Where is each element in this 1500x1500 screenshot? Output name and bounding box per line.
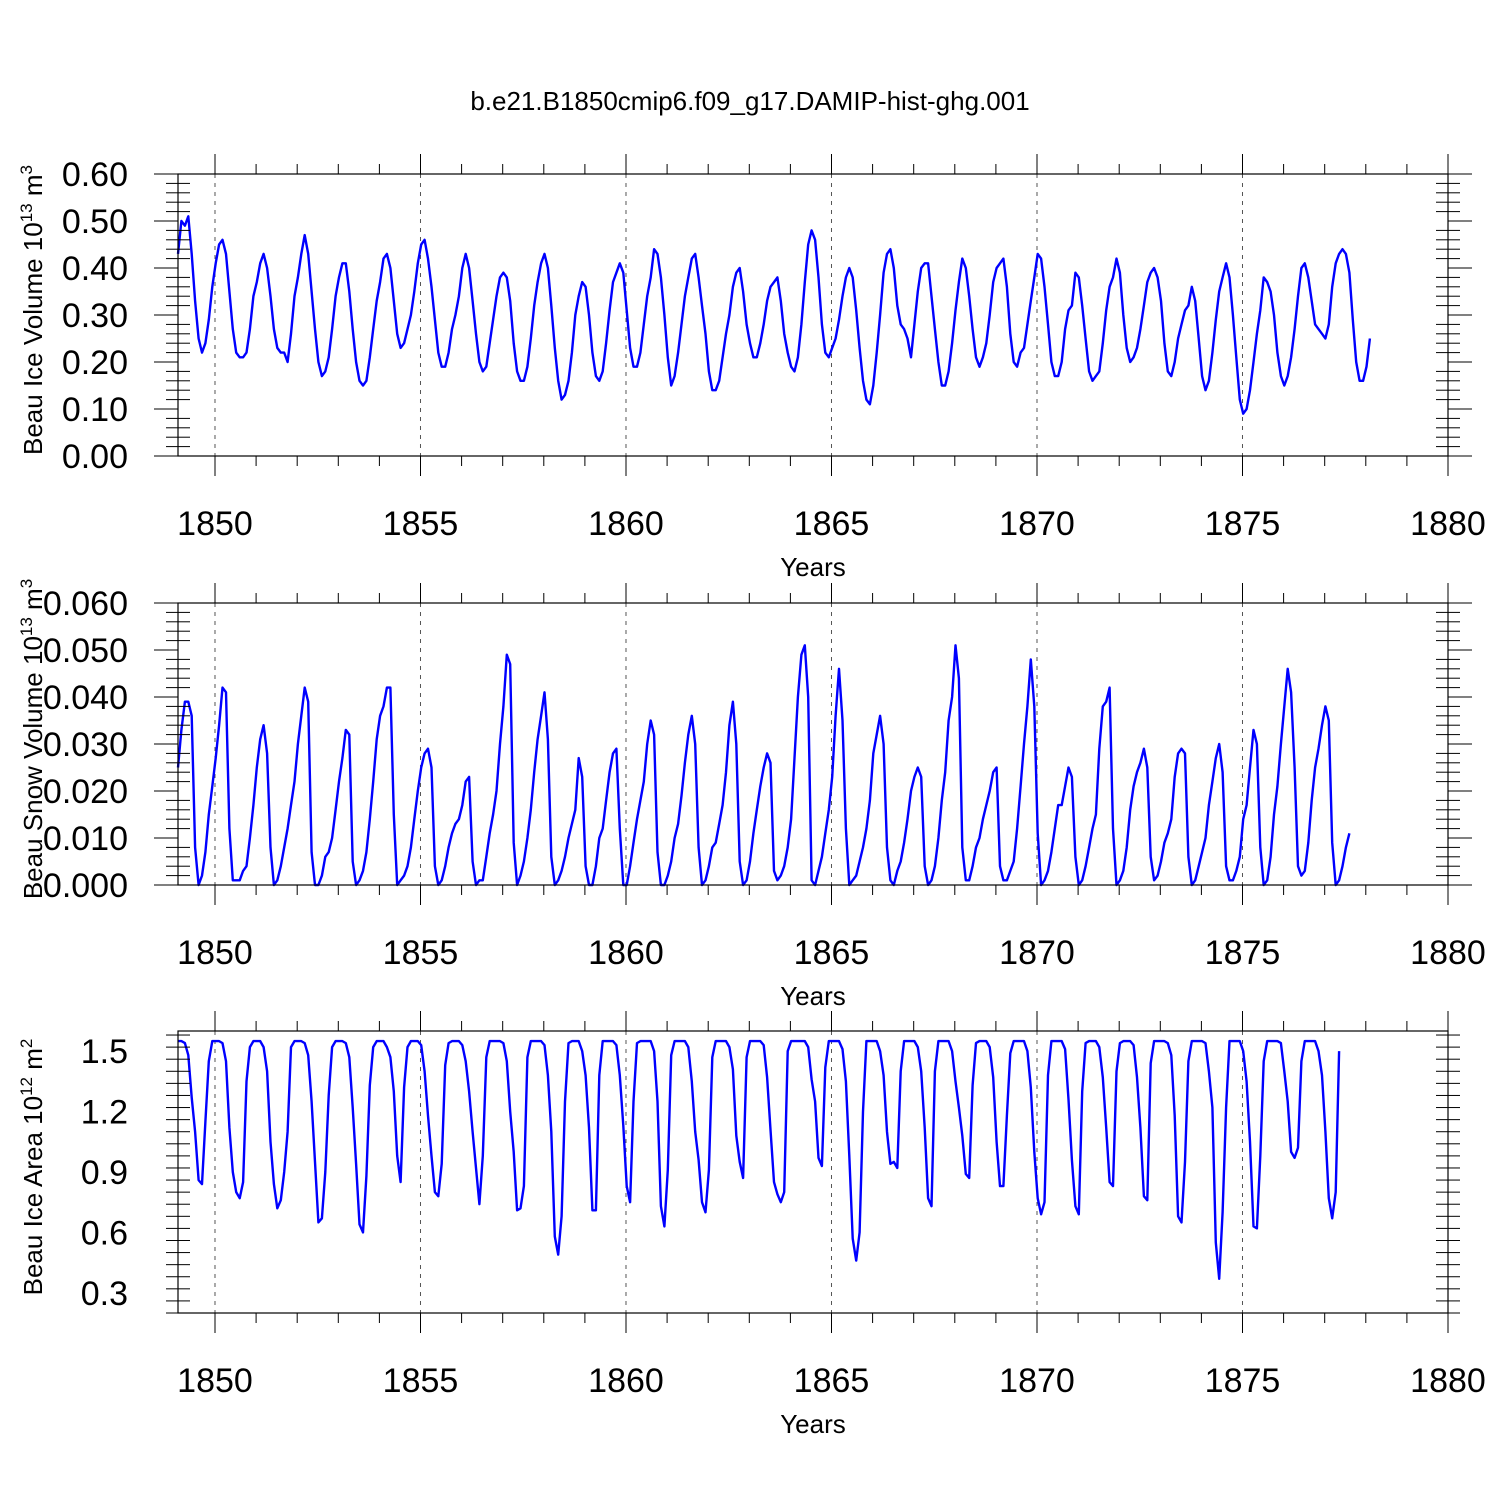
y-tick-label: 0.40 [62, 250, 128, 288]
plot-frame [177, 173, 1449, 457]
x-axis-label: Years [780, 1409, 846, 1439]
y-axis-label-part: Beau Snow Volume 10 [18, 636, 48, 899]
series-line-beau-snow-volume [176, 644, 1351, 887]
x-tick-label: 1880 [1410, 505, 1486, 543]
y-axis-label-part: Beau Ice Volume 10 [18, 222, 48, 455]
x-tick-label: 1855 [383, 934, 459, 972]
y-axis-label-part: m [18, 588, 48, 617]
y-axis-label-part: m [18, 174, 48, 203]
y-tick-label: 0.30 [62, 297, 128, 335]
panel-1: 1850 1855 1860 1865 1870 1875 1880 0.00 0.10 0.20… [17, 154, 1486, 582]
x-tick-label: 1865 [794, 1362, 870, 1400]
x-tick-label: 1860 [588, 505, 664, 543]
y-tick-label: 0.6 [81, 1214, 128, 1252]
x-tick-label: 1850 [177, 505, 253, 543]
y-tick-label: 0.3 [81, 1275, 128, 1313]
x-tick-label: 1860 [588, 1362, 664, 1400]
y-axis-label-superscript: 12 [17, 1077, 36, 1096]
y-tick-label: 0.60 [62, 156, 128, 194]
y-axis-label: Beau Snow Volume 1013 m3 [17, 579, 48, 899]
x-tick-label: 1855 [383, 1362, 459, 1400]
x-tick-label: 1875 [1205, 1362, 1281, 1400]
y-axis-label-superscript: 13 [17, 617, 36, 636]
y-axis-label: Beau Ice Area 1012 m2 [17, 1039, 48, 1296]
x-tick-label: 1850 [177, 934, 253, 972]
y-axis-label-part: m [18, 1048, 48, 1077]
x-axis-label: Years [780, 552, 846, 582]
y-tick-label: 0.040 [43, 679, 128, 717]
series-line-beau-ice-volume [176, 215, 1372, 415]
x-tick-label: 1875 [1205, 505, 1281, 543]
y-tick-label: 0.50 [62, 203, 128, 241]
y-tick-label: 0.020 [43, 773, 128, 811]
x-tick-label: 1870 [999, 1362, 1075, 1400]
plot-frame [177, 1030, 1449, 1314]
y-axis-label-part: Beau Ice Area 10 [18, 1096, 48, 1295]
panel-3: 1850 1855 1860 1865 1870 1875 1880 0.3 0.6 0.9 1.2… [17, 1011, 1486, 1439]
y-axis-label-superscript: 13 [17, 203, 36, 222]
y-tick-label: 0.060 [43, 585, 128, 623]
x-tick-label: 1880 [1410, 934, 1486, 972]
x-axis-label: Years [780, 981, 846, 1011]
y-tick-label: 0.9 [81, 1154, 128, 1192]
x-tick-label: 1855 [383, 505, 459, 543]
x-tick-label: 1860 [588, 934, 664, 972]
y-tick-label: 0.030 [43, 726, 128, 764]
y-tick-label: 0.000 [43, 867, 128, 905]
figure-title: b.e21.B1850cmip6.f09_g17.DAMIP-hist-ghg.… [470, 86, 1029, 116]
x-tick-label: 1865 [794, 505, 870, 543]
y-tick-label: 1.5 [81, 1033, 128, 1071]
x-tick-label: 1865 [794, 934, 870, 972]
y-tick-label: 0.20 [62, 344, 128, 382]
y-tick-label: 0.050 [43, 632, 128, 670]
x-tick-label: 1880 [1410, 1362, 1486, 1400]
x-tick-label: 1875 [1205, 934, 1281, 972]
y-axis-label-superscript: 3 [17, 579, 36, 588]
y-tick-label: 0.010 [43, 820, 128, 858]
x-tick-label: 1870 [999, 505, 1075, 543]
series-line-beau-ice-area [178, 1039, 1341, 1281]
y-axis-label-superscript: 3 [17, 165, 36, 174]
y-tick-label: 0.10 [62, 391, 128, 429]
y-axis-label: Beau Ice Volume 1013 m3 [17, 165, 48, 455]
y-tick-label: 1.2 [81, 1094, 128, 1132]
y-tick-label: 0.00 [62, 438, 128, 476]
y-axis-label-superscript: 2 [17, 1039, 36, 1048]
x-tick-label: 1870 [999, 934, 1075, 972]
panels: 1850 1855 1860 1865 1870 1875 1880 0.00 0.10 0.20… [17, 154, 1486, 1439]
panel-2: 1850 1855 1860 1865 1870 1875 1880 0.000 0.010 0.… [17, 579, 1486, 1011]
x-tick-label: 1850 [177, 1362, 253, 1400]
